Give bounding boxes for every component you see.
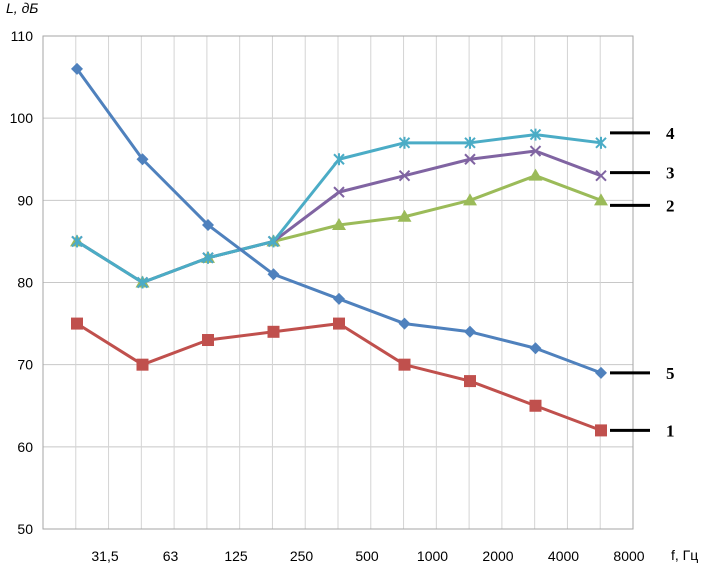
data-point (594, 193, 608, 206)
data-point (136, 153, 149, 166)
x-tick-label: 4000 (548, 548, 579, 564)
y-tick-label: 70 (17, 357, 33, 373)
y-tick-label: 50 (17, 521, 33, 537)
data-point (332, 217, 346, 230)
data-point (267, 268, 280, 281)
data-point (333, 292, 345, 305)
data-point (397, 209, 412, 222)
data-point (464, 375, 476, 388)
x-axis-ticks: 31,5 63 125 250 500 1000 2000 4000 8000 (91, 548, 644, 564)
callout-label-3: 3 (666, 164, 675, 183)
data-point (398, 136, 411, 149)
x-axis-label: f, Гц (671, 547, 698, 563)
marker-stroke (398, 169, 411, 182)
callout-label-1: 1 (666, 421, 675, 440)
data-point (464, 153, 476, 165)
y-tick-label: 60 (17, 439, 33, 455)
y-axis-label: L, дБ (6, 0, 38, 16)
x-tick-label: 8000 (613, 548, 644, 564)
y-tick-label: 80 (17, 275, 33, 291)
x-tick-label: 250 (290, 548, 314, 564)
series-1 (71, 317, 607, 437)
series-5 (71, 62, 607, 379)
data-point (463, 193, 477, 206)
series-line-1 (76, 322, 602, 432)
data-point (333, 153, 345, 166)
data-point (529, 342, 542, 355)
marker-stroke (333, 186, 345, 198)
data-point (333, 186, 345, 198)
y-tick-label: 90 (17, 192, 33, 208)
x-tick-label: 63 (163, 548, 179, 564)
data-point (398, 169, 411, 182)
data-point (202, 334, 214, 347)
series-4 (71, 128, 607, 289)
x-tick-label: 1000 (417, 548, 448, 564)
data-point (333, 317, 345, 330)
callout-label-2: 2 (666, 196, 675, 215)
data-point (136, 276, 149, 289)
data-point (529, 399, 542, 412)
data-point (202, 218, 214, 231)
series-2 (70, 168, 608, 288)
data-point (529, 128, 542, 141)
data-point (528, 168, 543, 181)
data-point (464, 325, 476, 338)
data-point (71, 317, 83, 330)
data-point (136, 358, 149, 371)
data-point (464, 136, 476, 149)
marker-stroke (464, 153, 476, 165)
data-point (267, 235, 280, 248)
callout-label-5: 5 (666, 364, 675, 383)
x-tick-label: 500 (355, 548, 379, 564)
marker-stroke (529, 145, 542, 157)
data-point (529, 145, 542, 157)
data-point (595, 424, 607, 437)
data-point (398, 358, 411, 371)
x-tick-label: 125 (224, 548, 248, 564)
data-point (71, 235, 83, 248)
x-tick-label: 31,5 (91, 548, 118, 564)
data-point (595, 169, 607, 182)
data-point (202, 251, 214, 264)
y-axis-ticks: 50 60 70 80 90 100 110 (10, 28, 34, 537)
data-point (595, 136, 607, 149)
data-point (267, 325, 280, 338)
y-tick-label: 110 (11, 28, 34, 44)
callout-label-4: 4 (666, 124, 675, 143)
data-point (71, 62, 83, 75)
data-point (595, 366, 607, 379)
series-group (70, 62, 608, 437)
series-callouts: 1 2 3 4 5 (610, 124, 675, 440)
plot-border (42, 35, 634, 530)
y-tick-label: 100 (10, 110, 34, 126)
grid (42, 35, 634, 530)
x-tick-label: 2000 (482, 548, 513, 564)
marker-stroke (595, 169, 607, 182)
data-point (398, 317, 411, 330)
